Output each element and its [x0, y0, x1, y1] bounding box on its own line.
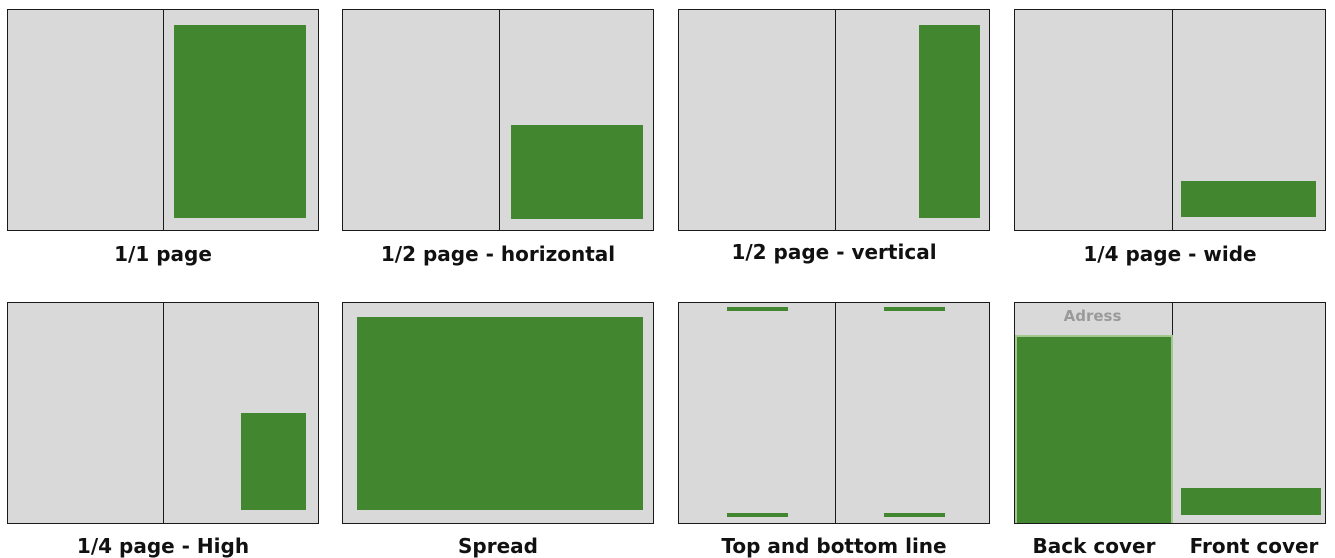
caption-quarter-page-high: 1/4 page - High	[76, 534, 250, 558]
caption-back-cover: Back cover	[1032, 534, 1156, 558]
ad-area	[174, 25, 306, 218]
ad-area-top-right	[884, 307, 945, 311]
caption-spread: Spread	[458, 534, 538, 558]
layout-full-page	[7, 9, 319, 231]
back-cover-ad-area	[1015, 335, 1173, 523]
ad-area-top-left	[727, 307, 788, 311]
caption-full-page: 1/1 page	[114, 242, 212, 266]
page-fold	[163, 10, 164, 230]
ad-area	[357, 317, 643, 510]
caption-top-bottom-line: Top and bottom line	[721, 534, 947, 558]
layout-half-page-vertical	[678, 9, 990, 231]
front-cover-ad-area	[1181, 488, 1321, 515]
page-fold	[835, 10, 836, 230]
layout-quarter-page-wide	[1014, 9, 1326, 231]
page-fold	[1172, 10, 1173, 230]
layout-half-page-horizontal	[342, 9, 654, 231]
ad-area-bottom-right	[884, 513, 945, 517]
ad-area	[1181, 181, 1316, 217]
address-label: Adress	[1063, 307, 1122, 325]
ad-area	[919, 25, 980, 218]
layout-quarter-page-high	[7, 302, 319, 524]
layout-top-bottom-line	[678, 302, 990, 524]
caption-half-page-horizontal: 1/2 page - horizontal	[380, 242, 616, 266]
layout-spread	[342, 302, 654, 524]
page-fold	[835, 303, 836, 523]
ad-area	[241, 413, 306, 510]
layout-covers: Adress	[1014, 302, 1326, 524]
caption-front-cover: Front cover	[1189, 534, 1319, 558]
caption-quarter-page-wide: 1/4 page - wide	[1083, 242, 1257, 266]
caption-half-page-vertical: 1/2 page - vertical	[731, 240, 937, 264]
page-fold	[499, 10, 500, 230]
page-fold	[163, 303, 164, 523]
ad-area-bottom-left	[727, 513, 788, 517]
ad-area	[511, 125, 643, 219]
